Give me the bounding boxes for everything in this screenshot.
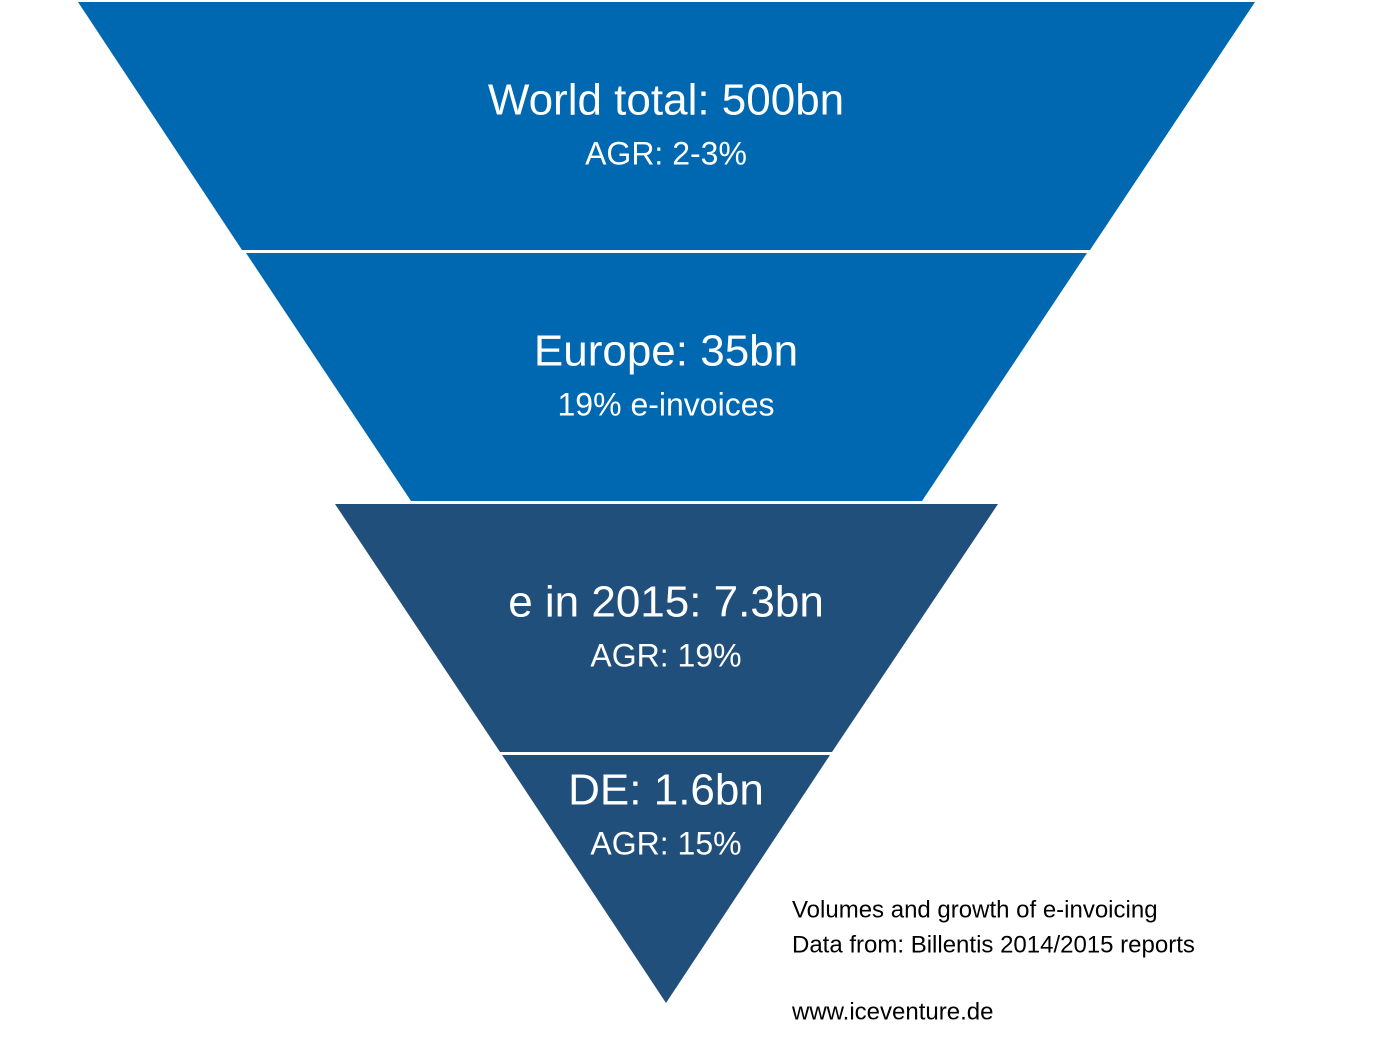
funnel-layer: [78, 2, 1255, 250]
layer-title: World total: 500bn: [488, 76, 844, 125]
funnel-layer: [335, 504, 998, 752]
layer-subtitle: AGR: 2-3%: [585, 135, 747, 171]
layer-subtitle: 19% e-invoices: [558, 386, 775, 422]
funnel-layer: [246, 253, 1087, 501]
funnel-layer: [502, 755, 830, 1003]
layer-title: DE: 1.6bn: [568, 766, 764, 815]
note-url: www.iceventure.de: [791, 998, 993, 1025]
note-line: Data from: Billentis 2014/2015 reports: [792, 931, 1195, 958]
layer-title: Europe: 35bn: [534, 327, 798, 376]
note-line: Volumes and growth of e-invoicing: [792, 896, 1158, 923]
layer-subtitle: AGR: 19%: [590, 637, 741, 673]
layer-title: e in 2015: 7.3bn: [508, 578, 824, 627]
layer-subtitle: AGR: 15%: [590, 825, 741, 861]
